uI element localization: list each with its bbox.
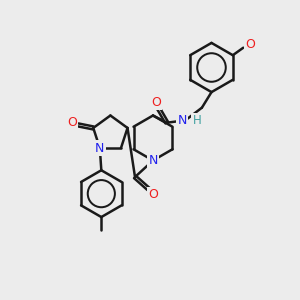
Text: O: O bbox=[245, 38, 255, 51]
Text: O: O bbox=[149, 188, 158, 201]
Text: O: O bbox=[152, 96, 161, 109]
Text: N: N bbox=[95, 142, 104, 154]
Text: N: N bbox=[178, 114, 187, 128]
Text: H: H bbox=[192, 114, 201, 128]
Text: N: N bbox=[148, 154, 158, 167]
Text: O: O bbox=[67, 116, 77, 129]
